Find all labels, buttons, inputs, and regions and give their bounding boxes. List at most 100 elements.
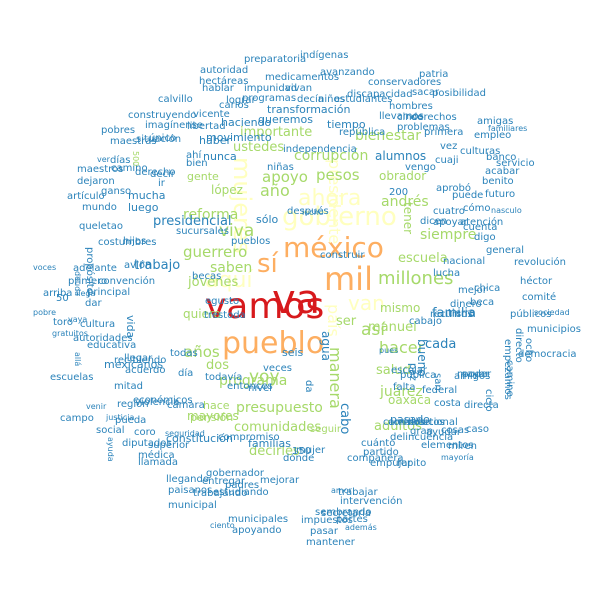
word-cuenta: cuenta bbox=[463, 222, 498, 233]
word-cada: cada bbox=[425, 336, 457, 352]
word-ayuda: ayuda bbox=[105, 436, 115, 462]
word-cinco: cinco bbox=[397, 112, 424, 123]
word-alumnos: alumnos bbox=[375, 149, 427, 164]
word-mantener: mantener bbox=[306, 537, 355, 548]
word-pobres: pobres bbox=[101, 125, 136, 136]
word-publicos: públicos bbox=[510, 309, 552, 320]
word-pueblos: pueblos bbox=[231, 236, 271, 247]
word-libertad: libertad bbox=[187, 121, 226, 132]
word-seis: seis bbox=[282, 346, 304, 360]
word-decirles: decirles bbox=[249, 443, 300, 459]
word-apoyo: apoyo bbox=[262, 168, 308, 186]
word-cabajo: cabajo bbox=[409, 316, 442, 327]
word-hace: hace bbox=[203, 399, 230, 413]
word-aprobo: aprobó bbox=[436, 183, 471, 194]
word-dos: dos bbox=[206, 357, 229, 373]
word-mayor: mayor bbox=[457, 369, 490, 380]
word-partes: partes bbox=[336, 514, 368, 525]
word-llegar: llegar bbox=[124, 353, 153, 364]
word-sucursales: sucursales bbox=[176, 226, 229, 237]
word-caminos: caminos bbox=[383, 417, 425, 428]
word-comite: comité bbox=[522, 292, 557, 303]
word-dia: día bbox=[178, 368, 194, 379]
word-queremos: queremos bbox=[258, 113, 313, 127]
word-como: cómo bbox=[463, 203, 491, 214]
word-secretaria: secretaria bbox=[321, 508, 371, 519]
word-trabajar: trabajar bbox=[338, 487, 378, 498]
word-hijos: hijos bbox=[123, 236, 147, 247]
word-presupuesto: presupuesto bbox=[236, 399, 323, 416]
word-pension: pensión bbox=[190, 411, 234, 425]
word-amigos: amigos bbox=[454, 371, 491, 382]
word-apoyar: apoyar bbox=[433, 217, 468, 228]
word-mejor: mejor bbox=[458, 285, 487, 296]
word-municipios: municipios bbox=[527, 324, 581, 335]
word-atencion: atención bbox=[460, 217, 504, 228]
word-ciclo: ciclo bbox=[482, 389, 494, 412]
word-principal: principal bbox=[87, 287, 131, 298]
word-reforma: reforma bbox=[183, 206, 239, 223]
word-region: región bbox=[117, 399, 149, 410]
word-municipal: municipal bbox=[168, 500, 217, 511]
word-oaxaca: oaxaca bbox=[388, 393, 432, 408]
word-nivel: nivel bbox=[248, 383, 272, 394]
word-nacional: nacional bbox=[443, 256, 486, 267]
word-elementos: elementos bbox=[421, 440, 474, 451]
word-cuanto: cuánto bbox=[361, 438, 396, 449]
word-mayoria: mayoría bbox=[441, 452, 474, 462]
word-presidencial: presidencial bbox=[153, 213, 232, 229]
word-apoyando: apoyando bbox=[232, 525, 282, 536]
word-juarez: juárez bbox=[380, 383, 423, 400]
word-mexico: méxico bbox=[283, 230, 384, 264]
word-200: 200 bbox=[389, 187, 409, 198]
word-mejorar: mejorar bbox=[260, 475, 300, 486]
word-estudiando: estudiando bbox=[213, 487, 269, 498]
word-seguridad: seguridad bbox=[165, 428, 205, 438]
word-diputados: diputados bbox=[122, 438, 172, 449]
word-lucho: lucho bbox=[302, 207, 324, 217]
word-avion: avión bbox=[124, 260, 152, 271]
word-miren: miren bbox=[448, 441, 477, 452]
word-construyendo: construyendo bbox=[128, 110, 197, 121]
word-campo: campo bbox=[60, 413, 94, 424]
word-partido: partido bbox=[363, 447, 399, 458]
word-gran: gran bbox=[410, 426, 433, 437]
word-hectareas: hectáreas bbox=[199, 76, 249, 87]
word-costumbres: costumbres bbox=[98, 237, 157, 248]
word-amor: amor bbox=[331, 485, 352, 495]
word-pues: pues bbox=[379, 345, 399, 355]
word-constitucional: constitucional bbox=[388, 417, 458, 428]
word-primero: primero bbox=[68, 276, 108, 287]
word-sacar: sacar bbox=[412, 87, 440, 98]
word-paisanos: paisanos bbox=[168, 485, 213, 496]
word-derecho: derecho bbox=[135, 167, 176, 178]
word-banco: banco bbox=[486, 152, 517, 163]
word-decia: decía bbox=[297, 94, 324, 105]
word-medica: médica bbox=[138, 450, 175, 461]
word-ser: ser bbox=[336, 313, 357, 329]
word-dejaron: dejaron bbox=[77, 176, 115, 187]
word-ir: ir bbox=[158, 178, 165, 189]
word-manuel: manuel bbox=[368, 319, 417, 335]
word-corrupcion: corrupción bbox=[294, 147, 369, 164]
word-mucha: mucha bbox=[128, 189, 166, 203]
word-van: van bbox=[348, 291, 385, 315]
word-cultura: cultura bbox=[80, 319, 116, 330]
word-bien: bien bbox=[186, 158, 208, 169]
word-ahora: ahora bbox=[298, 186, 362, 212]
word-pesos: pesos bbox=[316, 166, 360, 184]
word-poder: poder bbox=[462, 369, 492, 380]
word-futuro: futuro bbox=[485, 189, 516, 200]
word-cosas: cosas bbox=[441, 425, 470, 436]
word-cuatro: cuatro bbox=[433, 206, 465, 217]
word-constitucion: constitución bbox=[166, 432, 233, 446]
word-indigenas: indígenas bbox=[300, 50, 349, 61]
word-50: 50 bbox=[56, 293, 69, 304]
word-bienestar: bienestar bbox=[355, 127, 421, 144]
word-construir: construir bbox=[320, 250, 365, 261]
word-conservadores: conservadores bbox=[368, 77, 442, 88]
word-escolar: escolar bbox=[391, 365, 427, 376]
word-toro: toro bbox=[53, 317, 74, 328]
word-obrador: obrador bbox=[379, 169, 427, 184]
word-preparatoria: preparatoria bbox=[244, 54, 307, 65]
